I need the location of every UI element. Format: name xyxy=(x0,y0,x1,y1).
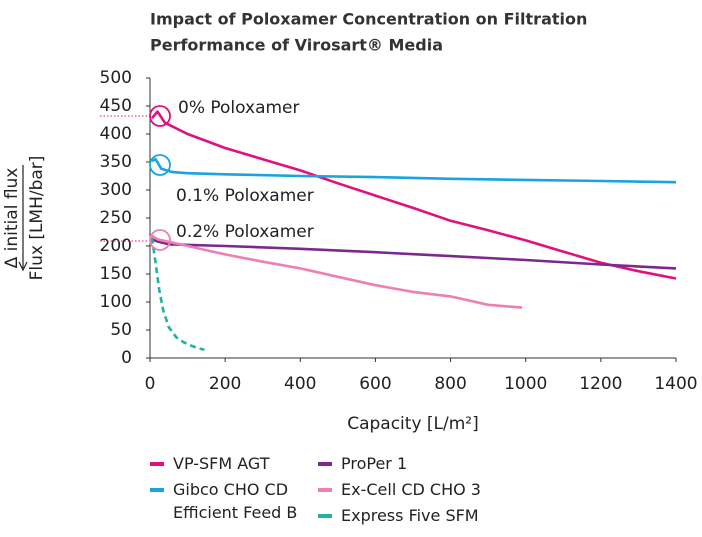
y-tick-label: 500 xyxy=(100,68,132,88)
legend: VP-SFM AGT ProPer 1 Gibco CHO CD Efficient… xyxy=(150,452,518,527)
y-tick-label: 250 xyxy=(100,208,132,228)
legend-label: Gibco CHO CD Efficient Feed B xyxy=(173,480,298,522)
x-tick-label: 200 xyxy=(209,374,241,394)
highlight xyxy=(149,105,171,127)
legend-swatch xyxy=(318,488,332,492)
series-line xyxy=(151,238,677,270)
series-line xyxy=(150,110,677,280)
x-axis-label: Capacity [L/m²] xyxy=(347,414,479,434)
annotation: 0.2% Poloxamer xyxy=(176,222,314,242)
legend-swatch xyxy=(318,462,332,466)
x-tick-label: 1000 xyxy=(504,374,547,394)
y-tick-label: 200 xyxy=(100,236,132,256)
y-tick-label: 450 xyxy=(100,96,132,116)
y-axis-label: Flux [LMH/bar] xyxy=(27,156,47,281)
legend-label: Ex-Cell CD CHO 3 xyxy=(341,480,481,499)
y-tick-label: 0 xyxy=(121,348,132,368)
annotation: 0% Poloxamer xyxy=(178,98,300,118)
legend-item: Gibco CHO CD Efficient Feed B xyxy=(150,478,318,527)
x-tick-label: 400 xyxy=(284,374,316,394)
highlight xyxy=(149,229,171,251)
arrow-head xyxy=(18,261,28,272)
chart: Impact of Poloxamer Concentration on Fil… xyxy=(2,10,698,435)
legend-item: VP-SFM AGT xyxy=(150,452,318,475)
x-tick-label: 800 xyxy=(434,374,466,394)
legend-item: ProPer 1 xyxy=(318,452,518,475)
x-tick-label: 600 xyxy=(359,374,391,394)
x-tick-label: 0 xyxy=(145,374,156,394)
y-axis-label: Δ initial flux xyxy=(2,168,22,269)
legend-item: Ex-Cell CD CHO 3 xyxy=(318,478,518,501)
y-tick-label: 150 xyxy=(100,264,132,284)
chart-title: Impact of Poloxamer Concentration on Fil… xyxy=(150,10,587,29)
legend-swatch xyxy=(318,514,332,518)
legend-label: ProPer 1 xyxy=(341,454,408,473)
y-tick-label: 100 xyxy=(100,292,132,312)
legend-label: VP-SFM AGT xyxy=(173,454,270,473)
series-line xyxy=(151,234,523,309)
x-tick-label: 1400 xyxy=(654,374,697,394)
x-tick-label: 1200 xyxy=(579,374,622,394)
legend-item: Express Five SFM xyxy=(318,504,518,527)
y-tick-label: 300 xyxy=(100,180,132,200)
y-tick-label: 400 xyxy=(100,124,132,144)
series-line xyxy=(150,237,205,351)
legend-swatch xyxy=(150,462,164,466)
legend-swatch xyxy=(150,488,164,492)
y-tick-label: 50 xyxy=(110,320,132,340)
chart-title: Performance of Virosart® Media xyxy=(150,36,443,55)
y-tick-label: 350 xyxy=(100,152,132,172)
annotation: 0.1% Poloxamer xyxy=(176,186,314,206)
highlight xyxy=(149,154,171,176)
series-line xyxy=(151,157,677,184)
legend-label: Express Five SFM xyxy=(341,506,479,525)
